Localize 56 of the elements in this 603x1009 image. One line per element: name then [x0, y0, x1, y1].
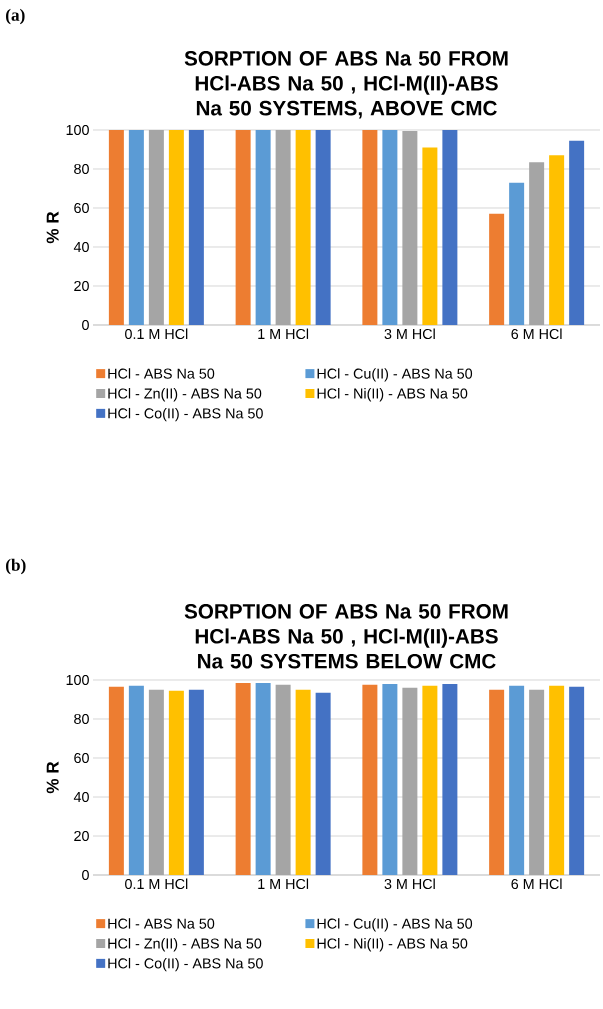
bar — [422, 147, 438, 325]
y-axis-title: % R — [46, 211, 59, 244]
chart-title: SORPTION OF ABS Na 50 FROM HCl-ABS Na 50 , HCl-M(II)-ABS Na 50 SYSTEMS, ABOVE CMC — [184, 51, 508, 119]
x-tick-label: 3 M HCl — [384, 328, 435, 340]
bar — [569, 140, 585, 325]
text: (a) — [6, 8, 25, 25]
legend-label: HCl - Zn(II) - ABS Na 50 — [108, 388, 262, 402]
legend-label: HCl - Ni(II) - ABS Na 50 — [317, 938, 468, 952]
x-tick-label: 6 M HCl — [511, 328, 562, 340]
bar — [402, 130, 418, 325]
y-tick-label: 100 — [66, 124, 89, 136]
bar — [489, 213, 505, 325]
legend-label: HCl - Cu(II) - ABS Na 50 — [317, 918, 473, 932]
y-tick-label: 20 — [74, 280, 89, 292]
bar — [529, 162, 545, 325]
bar — [295, 129, 311, 325]
y-tick-label: 60 — [74, 202, 89, 214]
bar — [128, 129, 144, 325]
legend-label: HCl - Zn(II) - ABS Na 50 — [108, 938, 262, 952]
bar — [315, 129, 331, 325]
bar — [108, 129, 124, 325]
x-tick-label: 3 M HCl — [384, 878, 435, 890]
bar — [362, 129, 378, 325]
legend-label: HCl - ABS Na 50 — [108, 918, 215, 929]
y-tick-label: 0 — [82, 319, 89, 331]
y-tick-label: 100 — [66, 674, 89, 686]
legend-label: HCl - Co(II) - ABS Na 50 — [108, 407, 263, 422]
x-tick-label: 1 M HCl — [258, 878, 309, 890]
bar — [442, 129, 458, 325]
x-tick-label: 0.1 M HCl — [125, 328, 188, 340]
chart-title: SORPTION OF ABS Na 50 FROM HCl-ABS Na 50 , HCl-M(II)-ABS Na 50 SYSTEMS BELOW CMC — [184, 604, 508, 669]
y-axis-title: % R — [46, 761, 59, 794]
legend-label: HCl - Cu(II) - ABS Na 50 — [317, 368, 473, 382]
bar — [549, 155, 565, 325]
bar — [168, 129, 184, 325]
x-tick-label: 0.1 M HCl — [125, 878, 188, 890]
y-tick-label: 80 — [74, 163, 89, 175]
bar — [382, 129, 398, 325]
text: (b) — [6, 558, 26, 575]
bar — [235, 129, 251, 325]
y-tick-label: 60 — [74, 752, 89, 764]
y-tick-label: 40 — [73, 791, 89, 803]
x-tick-label: 1 M HCl — [258, 328, 309, 340]
bar — [509, 182, 525, 325]
y-tick-label: 80 — [74, 713, 89, 725]
legend-label: HCl - Ni(II) - ABS Na 50 — [317, 388, 468, 402]
y-tick-label: 0 — [82, 869, 89, 881]
bar — [255, 129, 271, 325]
y-tick-label: 20 — [74, 830, 89, 842]
legend-label: HCl - Co(II) - ABS Na 50 — [108, 957, 263, 972]
x-tick-label: 6 M HCl — [511, 878, 562, 890]
bar — [148, 129, 164, 325]
bar — [275, 129, 291, 325]
legend-label: HCl - ABS Na 50 — [108, 368, 215, 379]
bar — [188, 129, 204, 325]
y-tick-label: 40 — [73, 241, 89, 253]
